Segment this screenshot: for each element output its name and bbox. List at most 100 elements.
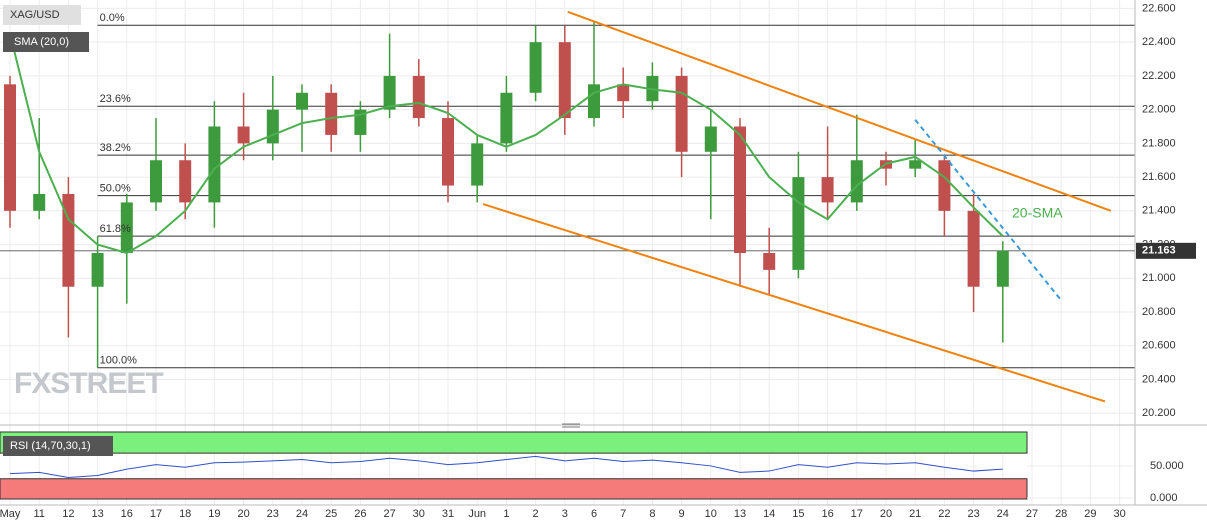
- x-tick-label: 26: [354, 508, 366, 520]
- y-tick-label: 22.200: [1142, 70, 1176, 82]
- rsi-tick-label: 50.000: [1150, 460, 1184, 472]
- y-tick-label: 21.800: [1142, 137, 1176, 149]
- x-tick-label: 23: [267, 508, 279, 520]
- candle-body: [938, 160, 951, 211]
- rsi-tick-label: 0.000: [1150, 492, 1178, 504]
- x-tick-label: 13: [91, 508, 103, 520]
- fib-label: 50.0%: [100, 183, 131, 195]
- candle-body: [179, 160, 192, 203]
- candle-body: [296, 92, 308, 110]
- candle-body: [412, 75, 425, 119]
- x-tick-label: 9: [679, 508, 685, 520]
- x-tick-label: 8: [649, 508, 655, 520]
- last-price-box: [1136, 242, 1196, 259]
- fib-label: 0.0%: [100, 12, 125, 24]
- y-tick-label: 20.400: [1142, 373, 1176, 385]
- candle-body: [237, 126, 250, 144]
- candle-body: [383, 75, 396, 110]
- y-tick-label: 21.000: [1142, 272, 1176, 284]
- trend-line: [482, 203, 1106, 403]
- x-tick-label: 6: [591, 508, 597, 520]
- y-tick-label: 22.600: [1142, 2, 1176, 14]
- last-price-label: 21.163: [1142, 245, 1176, 257]
- x-tick-label: 14: [763, 508, 775, 520]
- candle-body: [967, 210, 980, 287]
- y-tick-label: 22.000: [1142, 104, 1176, 116]
- candle-body: [91, 253, 104, 287]
- x-tick-label: 27: [383, 508, 395, 520]
- x-tick-label: 27: [1026, 508, 1038, 520]
- candle-body: [471, 143, 484, 186]
- candle-body: [850, 160, 863, 203]
- candle-body: [4, 84, 16, 211]
- fib-label: 61.8%: [100, 223, 131, 235]
- x-tick-label: 10: [705, 508, 717, 520]
- symbol: XAG/USD: [10, 9, 60, 21]
- x-tick-label: 11: [33, 508, 44, 520]
- candle-body: [266, 109, 279, 144]
- rsi-line: [9, 455, 1003, 478]
- x-tick-label: 15: [792, 508, 804, 520]
- y-tick-label: 21.600: [1142, 171, 1176, 183]
- x-tick-label: 7: [620, 508, 626, 520]
- x-tick-label: 24: [997, 508, 1009, 520]
- x-tick-label: 2: [533, 508, 539, 520]
- candle-body: [442, 118, 454, 186]
- x-tick-label: 21: [909, 508, 921, 520]
- candle-body: [558, 42, 571, 119]
- x-tick-label: 19: [208, 508, 220, 520]
- fib-label: 38.2%: [100, 142, 131, 154]
- y-tick-label: 20.600: [1142, 340, 1176, 352]
- x-tick-label: 17: [150, 508, 162, 520]
- sma-box: [3, 32, 89, 52]
- x-tick-label: 12: [62, 508, 74, 520]
- fib-label: 23.6%: [100, 93, 131, 105]
- candle-body: [821, 177, 834, 203]
- x-tick-label: 28: [1055, 508, 1067, 520]
- candle-body: [529, 42, 542, 93]
- y-tick-label: 21.400: [1142, 205, 1176, 217]
- x-tick-label: 16: [121, 508, 133, 520]
- candle-body: [909, 160, 922, 169]
- y-tick-label: 20.200: [1142, 407, 1176, 419]
- x-tick-label: 20: [880, 508, 892, 520]
- x-tick-label: 20: [237, 508, 249, 520]
- candle-body: [325, 92, 338, 135]
- candle-body: [704, 126, 717, 152]
- watermark: FXSTREET: [14, 367, 163, 400]
- x-tick-label: 23: [967, 508, 979, 520]
- x-tick-label: 31: [442, 508, 454, 520]
- candle-body: [150, 160, 162, 203]
- x-tick-label: May: [0, 508, 21, 520]
- x-tick-label: 30: [1113, 508, 1125, 520]
- candle-body: [500, 92, 513, 144]
- x-tick-label: 24: [296, 508, 308, 520]
- x-tick-label: 3: [562, 508, 568, 520]
- candle-body: [588, 84, 600, 119]
- candle-body: [208, 126, 221, 203]
- x-tick-label: 13: [734, 508, 746, 520]
- y-tick-label: 20.800: [1142, 306, 1176, 318]
- candle-body: [734, 126, 746, 254]
- x-tick-label: 16: [821, 508, 833, 520]
- annotation: 20-SMA: [1012, 205, 1063, 221]
- candle-body: [996, 250, 1009, 287]
- symbol-box: [3, 5, 81, 25]
- overbought-zone: [0, 431, 1028, 454]
- y-tick-label: 22.400: [1142, 36, 1176, 48]
- x-tick-label: 17: [851, 508, 863, 520]
- x-tick-label: 30: [413, 508, 425, 520]
- candle-body: [33, 193, 46, 211]
- grid: [0, 0, 1135, 505]
- rsi-box: [3, 436, 113, 456]
- x-tick-label: Jun: [468, 508, 486, 520]
- candle-body: [675, 75, 688, 152]
- fib-label: 100.0%: [100, 355, 138, 367]
- sma-line: [9, 33, 1004, 255]
- candle-body: [62, 193, 75, 287]
- x-tick-label: 29: [1084, 508, 1096, 520]
- x-tick-label: 18: [179, 508, 191, 520]
- trend-line: [567, 10, 1112, 212]
- candle-body: [617, 84, 630, 102]
